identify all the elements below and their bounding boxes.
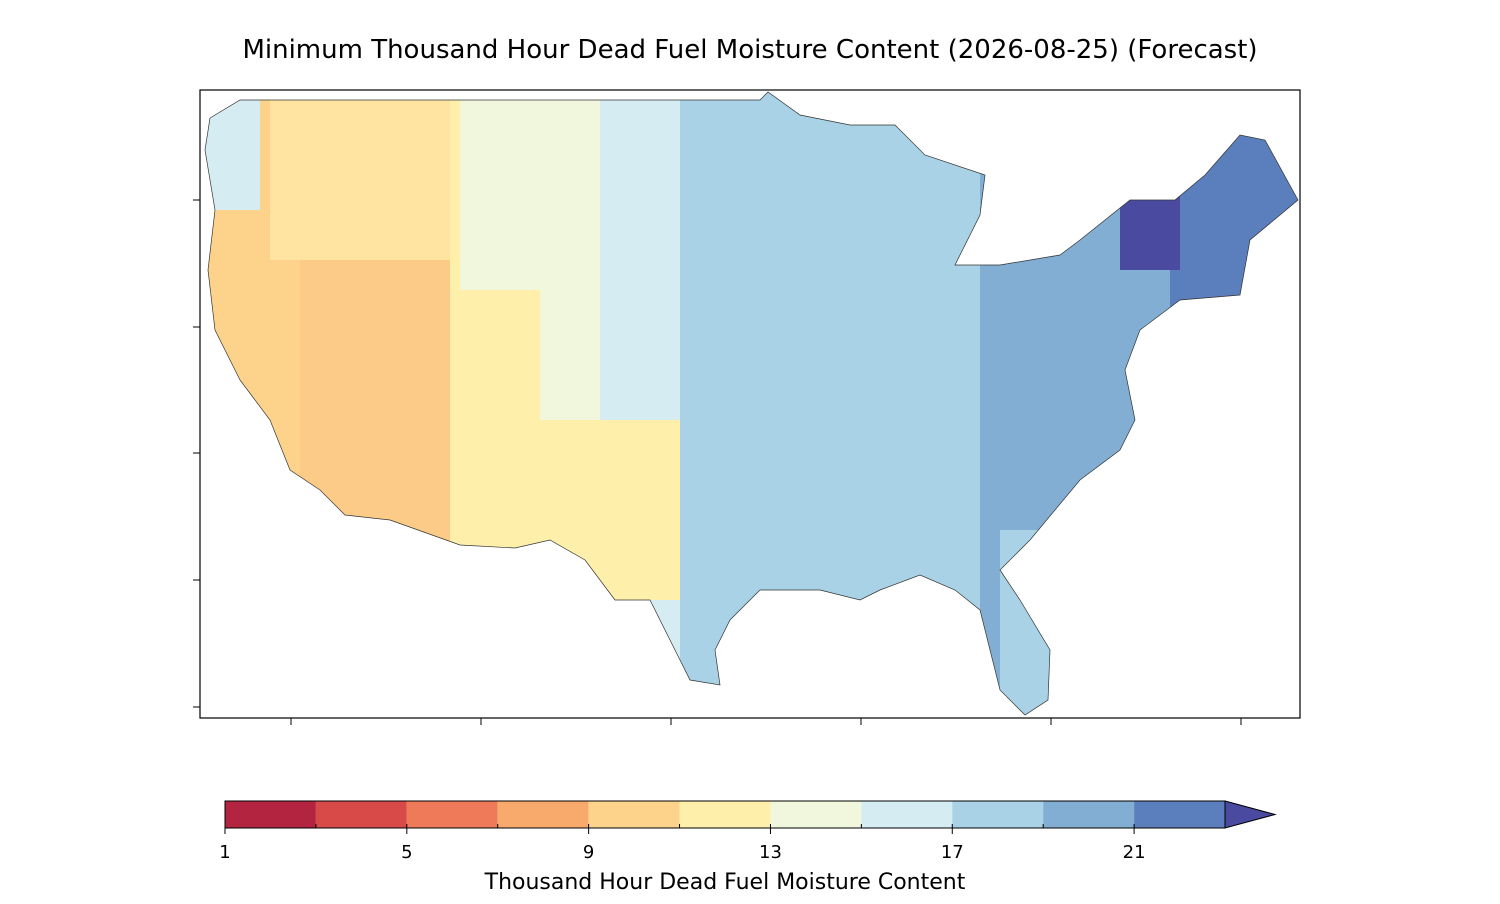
colorbar-segment xyxy=(497,801,589,828)
colorbar-tick-label: 21 xyxy=(1123,842,1146,863)
colorbar-tick-label: 17 xyxy=(941,842,964,863)
colorbar-tick-label: 5 xyxy=(401,842,412,863)
frame-ticks xyxy=(193,199,1242,725)
country-outline xyxy=(204,91,1299,716)
map-frame xyxy=(199,89,1301,719)
colorbar-segment xyxy=(679,801,771,828)
colorbar-frame xyxy=(224,800,1226,829)
colorbar-segment xyxy=(406,801,498,828)
colorbar-segment xyxy=(588,801,680,828)
colorbar-label: Thousand Hour Dead Fuel Moisture Content xyxy=(484,870,966,895)
colorbar-segment xyxy=(1043,801,1135,828)
colorbar-segment xyxy=(770,801,862,828)
colorbar: 1 5 9 13 17 21 xyxy=(219,800,1277,863)
colorbar-segment xyxy=(1134,801,1225,828)
colorbar-segment xyxy=(861,801,953,828)
colorbar-tick-label: 13 xyxy=(759,842,782,863)
colorbar-tick-label: 1 xyxy=(219,842,230,863)
colorbar-segment xyxy=(315,801,407,828)
colorbar-segment xyxy=(225,801,316,828)
colorbar-tick-label: 9 xyxy=(583,842,594,863)
colorbar-segment xyxy=(952,801,1044,828)
map-title: Minimum Thousand Hour Dead Fuel Moisture… xyxy=(242,35,1257,65)
